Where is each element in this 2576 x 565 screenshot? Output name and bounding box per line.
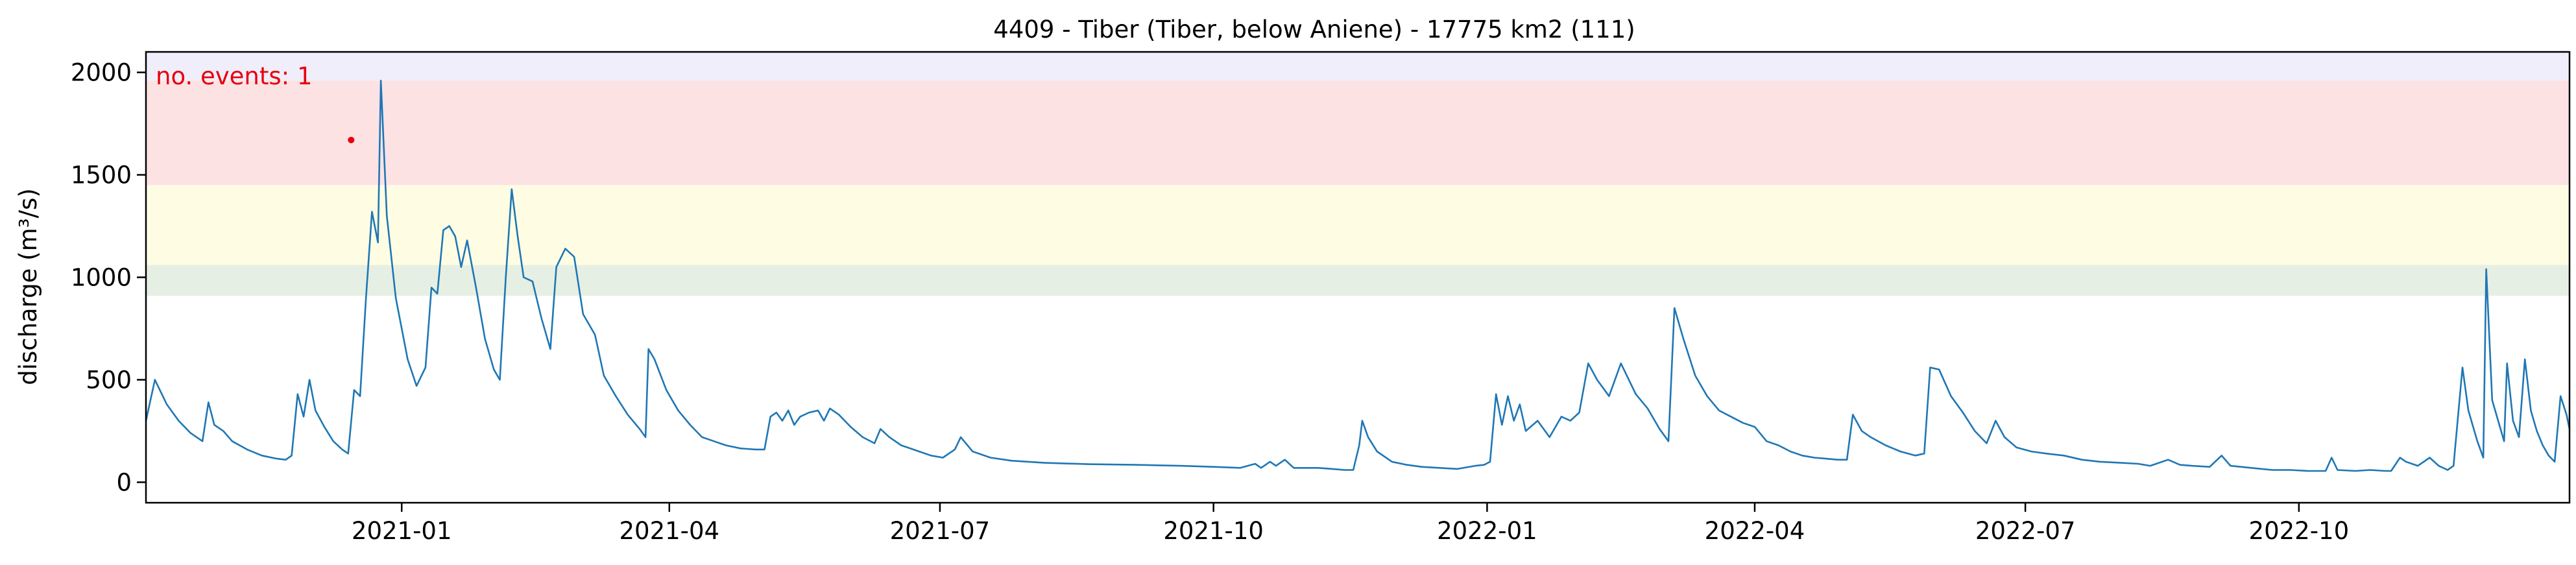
x-tick-label-2021-10: 2021-10 xyxy=(1163,517,1264,545)
x-tick-label-2022-07: 2022-07 xyxy=(1975,517,2076,545)
plot-area: 0 500 1000 1500 2000 2021-01 2021-04 2021-07 202… xyxy=(71,51,2571,545)
x-tick-label-2022-01: 2022-01 xyxy=(1437,517,1537,545)
x-tick-label-2021-07: 2021-07 xyxy=(890,517,991,545)
y-tick-label-2000: 2000 xyxy=(71,59,132,87)
threshold-band-3 xyxy=(146,80,2570,186)
y-tick-label-500: 500 xyxy=(86,366,132,394)
x-tick-label-2021-01: 2021-01 xyxy=(352,517,452,545)
x-tick-label-2022-10: 2022-10 xyxy=(2249,517,2350,545)
threshold-band-2 xyxy=(146,185,2570,265)
threshold-band-1 xyxy=(146,265,2570,296)
y-axis-label: discharge (m³/s) xyxy=(14,188,42,385)
x-tick-label-2022-04: 2022-04 xyxy=(1705,517,1805,545)
threshold-band-4 xyxy=(146,52,2570,81)
chart-title: 4409 - Tiber (Tiber, below Aniene) - 177… xyxy=(993,16,1635,43)
y-tick-label-0: 0 xyxy=(116,468,132,496)
y-tick-label-1000: 1000 xyxy=(71,264,132,292)
y-tick-label-1500: 1500 xyxy=(71,162,132,189)
event-marker-1 xyxy=(348,136,355,143)
x-tick-label-2021-04: 2021-04 xyxy=(619,517,719,545)
events-annotation: no. events: 1 xyxy=(156,62,312,90)
discharge-series-line-1 xyxy=(145,79,2571,472)
